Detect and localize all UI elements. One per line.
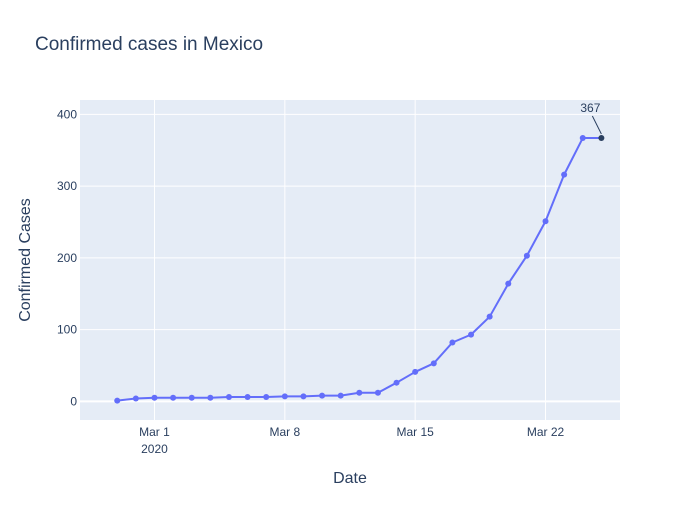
x-tick-label: Mar 15: [396, 425, 434, 439]
data-point[interactable]: [170, 394, 177, 401]
y-tick-label: 100: [57, 323, 77, 337]
annotation-arrow: [591, 115, 602, 135]
data-point[interactable]: [300, 393, 307, 400]
annotation-label: 367: [580, 101, 600, 115]
grid-layer: [80, 100, 620, 420]
plot-area: [80, 100, 620, 420]
data-point[interactable]: [486, 313, 493, 320]
x-tick-label: Mar 8: [269, 425, 300, 439]
annotation-layer: 367: [580, 101, 602, 135]
data-point[interactable]: [151, 394, 158, 401]
data-point[interactable]: [393, 379, 400, 386]
data-point[interactable]: [523, 252, 530, 259]
chart-title: Confirmed cases in Mexico: [35, 34, 263, 55]
data-point[interactable]: [430, 360, 437, 367]
y-tick-label: 0: [70, 394, 77, 408]
data-point[interactable]: [132, 395, 139, 402]
data-point[interactable]: [319, 392, 326, 399]
data-point[interactable]: [505, 280, 512, 287]
data-point[interactable]: [449, 339, 456, 346]
data-point[interactable]: [356, 389, 363, 396]
x-axis-title: Date: [333, 470, 367, 487]
data-point[interactable]: [561, 171, 568, 178]
data-point[interactable]: [281, 393, 288, 400]
data-point[interactable]: [207, 394, 214, 401]
x-tick-label: Mar 22: [527, 425, 565, 439]
data-point[interactable]: [468, 331, 475, 338]
y-axis-title: Confirmed Cases: [17, 198, 34, 322]
series-layer: [114, 135, 605, 404]
y-tick-label: 200: [57, 251, 77, 265]
data-point[interactable]: [114, 397, 121, 404]
y-tick-label: 300: [57, 179, 77, 193]
x-tick-label: Mar 1: [139, 425, 170, 439]
data-point[interactable]: [225, 394, 232, 401]
data-point[interactable]: [244, 394, 251, 401]
data-point[interactable]: [579, 135, 586, 142]
axis-layer: Mar 1 2020 Mar 8 Mar 15 Mar 22 0 100 200 300 400: [57, 107, 565, 456]
data-point[interactable]: [263, 394, 270, 401]
y-tick-label: 400: [57, 107, 77, 121]
data-point[interactable]: [542, 218, 549, 225]
data-point[interactable]: [374, 389, 381, 396]
data-point[interactable]: [412, 368, 419, 375]
x-tick-sublabel: 2020: [141, 442, 168, 456]
data-point[interactable]: [188, 394, 195, 401]
data-point[interactable]: [598, 135, 605, 142]
data-point[interactable]: [337, 392, 344, 399]
